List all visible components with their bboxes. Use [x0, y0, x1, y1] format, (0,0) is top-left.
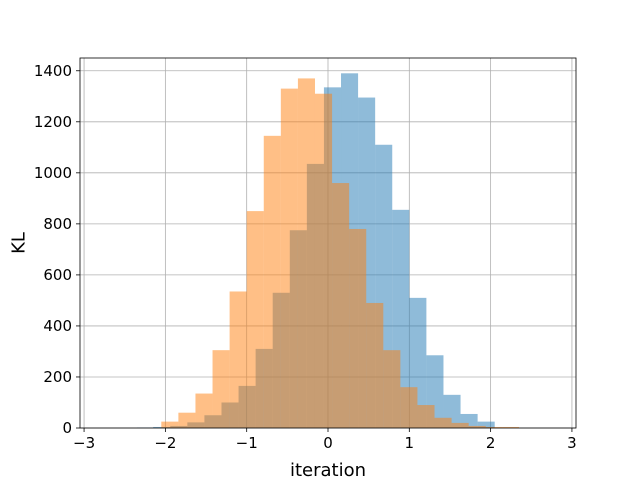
histogram-bar-series-2 — [280, 88, 298, 428]
histogram-bar-series-2 — [263, 135, 281, 429]
y-tick-label: 1200 — [34, 113, 72, 131]
histogram-bar-series-2 — [485, 426, 503, 428]
x-tick-label: 1 — [405, 434, 415, 452]
histogram-bar-series-2 — [246, 211, 264, 428]
histogram-bar-series-1 — [477, 421, 495, 428]
y-tick-label: 1000 — [34, 164, 72, 182]
x-tick-label: −1 — [236, 434, 258, 452]
histogram-bar-series-2 — [502, 426, 520, 428]
histogram-bar-series-2 — [417, 405, 435, 428]
y-tick-label: 400 — [43, 317, 72, 335]
y-tick-label: 0 — [62, 419, 72, 437]
x-tick-label: 2 — [486, 434, 496, 452]
x-tick-label: 3 — [567, 434, 577, 452]
x-tick-label: −2 — [154, 434, 176, 452]
histogram-bar-series-2 — [434, 417, 452, 428]
x-tick-label: 0 — [323, 434, 333, 452]
y-tick-label: 600 — [43, 266, 72, 284]
histogram-bar-series-2 — [468, 425, 486, 428]
y-tick-label: 800 — [43, 215, 72, 233]
histogram-bar-series-2 — [383, 350, 401, 428]
histogram-bar-series-2 — [178, 412, 196, 428]
histogram-bar-series-2 — [366, 302, 384, 428]
histogram-bar-series-2 — [195, 393, 213, 428]
histogram-bar-series-2 — [297, 78, 315, 429]
y-axis-label: KL — [8, 232, 29, 254]
histogram-bar-series-2 — [332, 183, 350, 428]
y-tick-label: 1400 — [34, 62, 72, 80]
y-tick-label: 200 — [43, 368, 72, 386]
x-tick-label: −3 — [73, 434, 95, 452]
histogram-bar-series-2 — [314, 93, 333, 429]
histogram-bar-series-2 — [349, 228, 367, 428]
histogram-bar-series-2 — [229, 291, 247, 428]
axis-ticks: −3 −2 −1 0 1 2 3 0 200 400 600 800 1000 1200 1400 — [34, 62, 577, 452]
histogram-bars — [136, 73, 520, 429]
histogram-bar-series-2 — [400, 387, 418, 428]
histogram-bar-series-2 — [212, 350, 230, 428]
histogram-bar-series-2 — [161, 421, 179, 428]
x-axis-label: iteration — [290, 460, 366, 480]
histogram-bar-series-2 — [451, 422, 469, 428]
